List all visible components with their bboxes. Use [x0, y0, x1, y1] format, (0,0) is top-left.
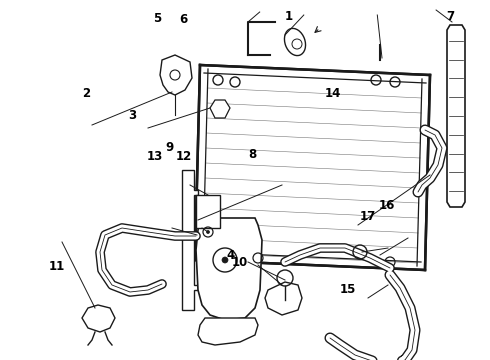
- Circle shape: [222, 257, 228, 263]
- Text: 17: 17: [359, 210, 376, 222]
- Text: 5: 5: [153, 12, 161, 24]
- Polygon shape: [265, 282, 302, 315]
- Text: 13: 13: [146, 150, 163, 163]
- Polygon shape: [182, 170, 198, 310]
- Text: 4: 4: [226, 249, 234, 262]
- Text: 6: 6: [180, 13, 188, 26]
- Text: 2: 2: [82, 87, 90, 100]
- Text: 11: 11: [48, 260, 65, 273]
- Text: 12: 12: [175, 150, 192, 163]
- Text: 10: 10: [232, 256, 248, 269]
- Polygon shape: [82, 305, 115, 332]
- Text: 8: 8: [248, 148, 256, 161]
- Circle shape: [206, 230, 210, 234]
- Polygon shape: [210, 100, 230, 118]
- Polygon shape: [196, 218, 262, 320]
- Bar: [196, 195, 220, 228]
- Ellipse shape: [285, 28, 306, 55]
- Polygon shape: [447, 25, 465, 207]
- Text: 7: 7: [447, 10, 455, 23]
- Text: 3: 3: [128, 109, 136, 122]
- Text: 9: 9: [165, 141, 173, 154]
- Text: 15: 15: [340, 283, 356, 296]
- Polygon shape: [198, 318, 258, 345]
- Text: 16: 16: [379, 199, 395, 212]
- Text: 1: 1: [285, 10, 293, 23]
- Text: 14: 14: [325, 87, 342, 100]
- Polygon shape: [160, 55, 192, 95]
